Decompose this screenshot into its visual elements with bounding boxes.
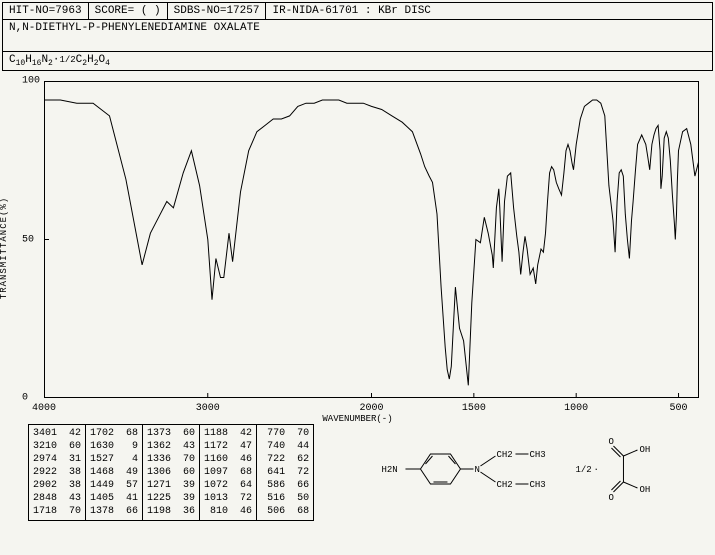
ch2-label-2: CH2 xyxy=(497,480,513,490)
peak-row: 641 72 xyxy=(261,466,309,479)
peak-row: 3401 42 xyxy=(33,427,81,440)
formula: C10H16N2·1/2C2H2O4 xyxy=(2,52,713,71)
peak-row: 1188 42 xyxy=(204,427,252,440)
peak-row: 1702 68 xyxy=(90,427,138,440)
o-label-2: O xyxy=(609,493,614,503)
o-label-1: O xyxy=(609,437,614,447)
peak-column: 1373 601362 431336 701306 601271 391225 … xyxy=(143,425,200,520)
y-axis-label: TRANSMITTANCE(%) xyxy=(0,196,9,298)
peak-row: 1336 70 xyxy=(147,453,195,466)
peak-row: 1468 49 xyxy=(90,466,138,479)
x-tick-label: 1000 xyxy=(564,403,588,414)
bottom-area: 3401 423210 602974 312922 382902 382848 … xyxy=(28,424,705,521)
spectrum-chart: TRANSMITTANCE(%) WAVENUMBER(-) 050100400… xyxy=(10,75,705,420)
peak-row: 1718 70 xyxy=(33,505,81,518)
oh-label-1: OH xyxy=(640,445,651,455)
score-cell: SCORE= ( ) xyxy=(89,3,168,19)
spectrum-line xyxy=(44,81,699,398)
peak-row: 1072 64 xyxy=(204,479,252,492)
half-label: 1/2 xyxy=(576,465,592,475)
oh-label-2: OH xyxy=(640,485,651,495)
x-tick-label: 4000 xyxy=(32,403,56,414)
sdbs-no-cell: SDBS-NO=17257 xyxy=(168,3,267,19)
h2n-label: H2N xyxy=(382,465,398,475)
peak-row: 1225 39 xyxy=(147,492,195,505)
header-bar: HIT-NO=7963 SCORE= ( ) SDBS-NO=17257 IR-… xyxy=(2,2,713,20)
n-label: N xyxy=(475,465,480,475)
ch3-label-2: CH3 xyxy=(530,480,546,490)
y-tick-label: 100 xyxy=(22,76,40,87)
peak-column: 3401 423210 602974 312922 382902 382848 … xyxy=(29,425,86,520)
x-tick-label: 3000 xyxy=(196,403,220,414)
peak-row: 722 62 xyxy=(261,453,309,466)
x-axis-label: WAVENUMBER(-) xyxy=(322,414,392,424)
peak-row: 810 46 xyxy=(204,505,252,518)
ch2-label-1: CH2 xyxy=(497,450,513,460)
peak-row: 1378 66 xyxy=(90,505,138,518)
compound-name: N,N-DIETHYL-P-PHENYLENEDIAMINE OXALATE xyxy=(2,20,713,52)
molecular-structure: H2N N CH2 CH3 CH2 CH3 1/2 · O OH O OH xyxy=(326,424,705,514)
dot-label: · xyxy=(594,465,599,475)
peak-row: 1198 36 xyxy=(147,505,195,518)
peak-row: 2902 38 xyxy=(33,479,81,492)
peak-row: 1160 46 xyxy=(204,453,252,466)
ir-id-cell: IR-NIDA-61701 : KBr DISC xyxy=(266,3,712,19)
peak-row: 1527 4 xyxy=(90,453,138,466)
peak-column: 1188 421172 471160 461097 681072 641013 … xyxy=(200,425,257,520)
peak-column: 770 70 740 44 722 62 641 72 586 66 516 5… xyxy=(257,425,313,520)
peak-row: 1097 68 xyxy=(204,466,252,479)
peak-row: 1362 43 xyxy=(147,440,195,453)
peak-row: 1271 39 xyxy=(147,479,195,492)
peak-table: 3401 423210 602974 312922 382902 382848 … xyxy=(28,424,314,521)
x-tick-label: 1500 xyxy=(462,403,486,414)
peak-row: 2848 43 xyxy=(33,492,81,505)
peak-row: 1630 9 xyxy=(90,440,138,453)
peak-row: 1449 57 xyxy=(90,479,138,492)
x-tick-label: 500 xyxy=(670,403,688,414)
peak-row: 740 44 xyxy=(261,440,309,453)
peak-row: 586 66 xyxy=(261,479,309,492)
hit-no-cell: HIT-NO=7963 xyxy=(3,3,89,19)
x-tick-label: 2000 xyxy=(359,403,383,414)
peak-column: 1702 681630 91527 41468 491449 571405 41… xyxy=(86,425,143,520)
peak-row: 1306 60 xyxy=(147,466,195,479)
peak-row: 770 70 xyxy=(261,427,309,440)
peak-row: 2922 38 xyxy=(33,466,81,479)
y-tick-label: 0 xyxy=(22,393,28,404)
peak-row: 516 50 xyxy=(261,492,309,505)
y-tick-label: 50 xyxy=(22,234,34,245)
peak-row: 506 68 xyxy=(261,505,309,518)
peak-row: 1172 47 xyxy=(204,440,252,453)
peak-row: 1405 41 xyxy=(90,492,138,505)
ch3-label-1: CH3 xyxy=(530,450,546,460)
peak-row: 1013 72 xyxy=(204,492,252,505)
peak-row: 3210 60 xyxy=(33,440,81,453)
peak-row: 1373 60 xyxy=(147,427,195,440)
peak-row: 2974 31 xyxy=(33,453,81,466)
